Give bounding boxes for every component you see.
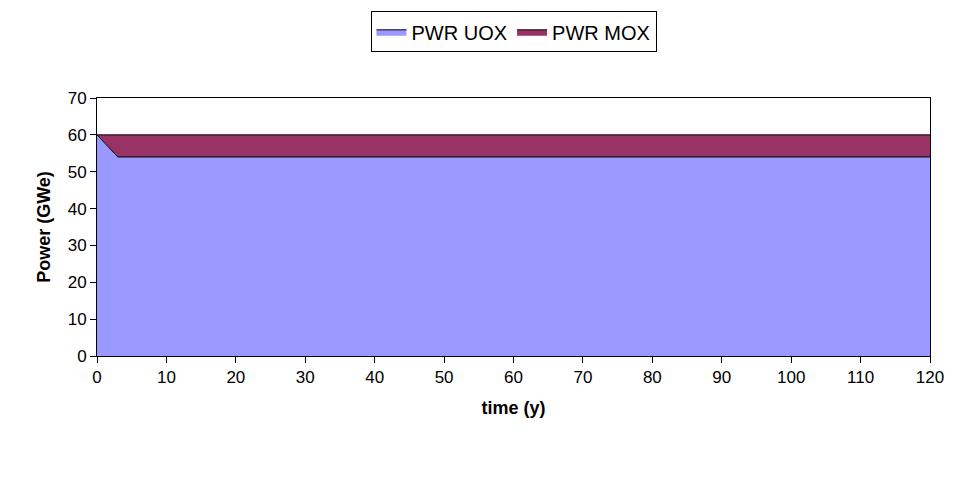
svg-text:30: 30: [296, 368, 315, 387]
svg-text:90: 90: [712, 368, 731, 387]
svg-text:50: 50: [435, 368, 454, 387]
svg-text:50: 50: [68, 163, 87, 182]
svg-text:20: 20: [226, 368, 245, 387]
svg-text:PWR MOX: PWR MOX: [552, 22, 650, 44]
svg-text:60: 60: [504, 368, 523, 387]
svg-text:0: 0: [77, 347, 86, 366]
svg-text:40: 40: [68, 200, 87, 219]
svg-text:0: 0: [92, 368, 101, 387]
svg-text:40: 40: [365, 368, 384, 387]
svg-text:time (y): time (y): [481, 398, 545, 418]
svg-text:20: 20: [68, 273, 87, 292]
svg-text:30: 30: [68, 236, 87, 255]
svg-text:60: 60: [68, 126, 87, 145]
svg-text:100: 100: [777, 368, 805, 387]
svg-text:70: 70: [573, 368, 592, 387]
svg-text:70: 70: [68, 89, 87, 108]
svg-text:10: 10: [68, 310, 87, 329]
svg-text:PWR UOX: PWR UOX: [412, 22, 508, 44]
svg-text:120: 120: [916, 368, 944, 387]
svg-text:Power (GWe): Power (GWe): [34, 171, 54, 283]
svg-text:10: 10: [157, 368, 176, 387]
svg-text:110: 110: [847, 368, 874, 387]
svg-text:80: 80: [643, 368, 662, 387]
